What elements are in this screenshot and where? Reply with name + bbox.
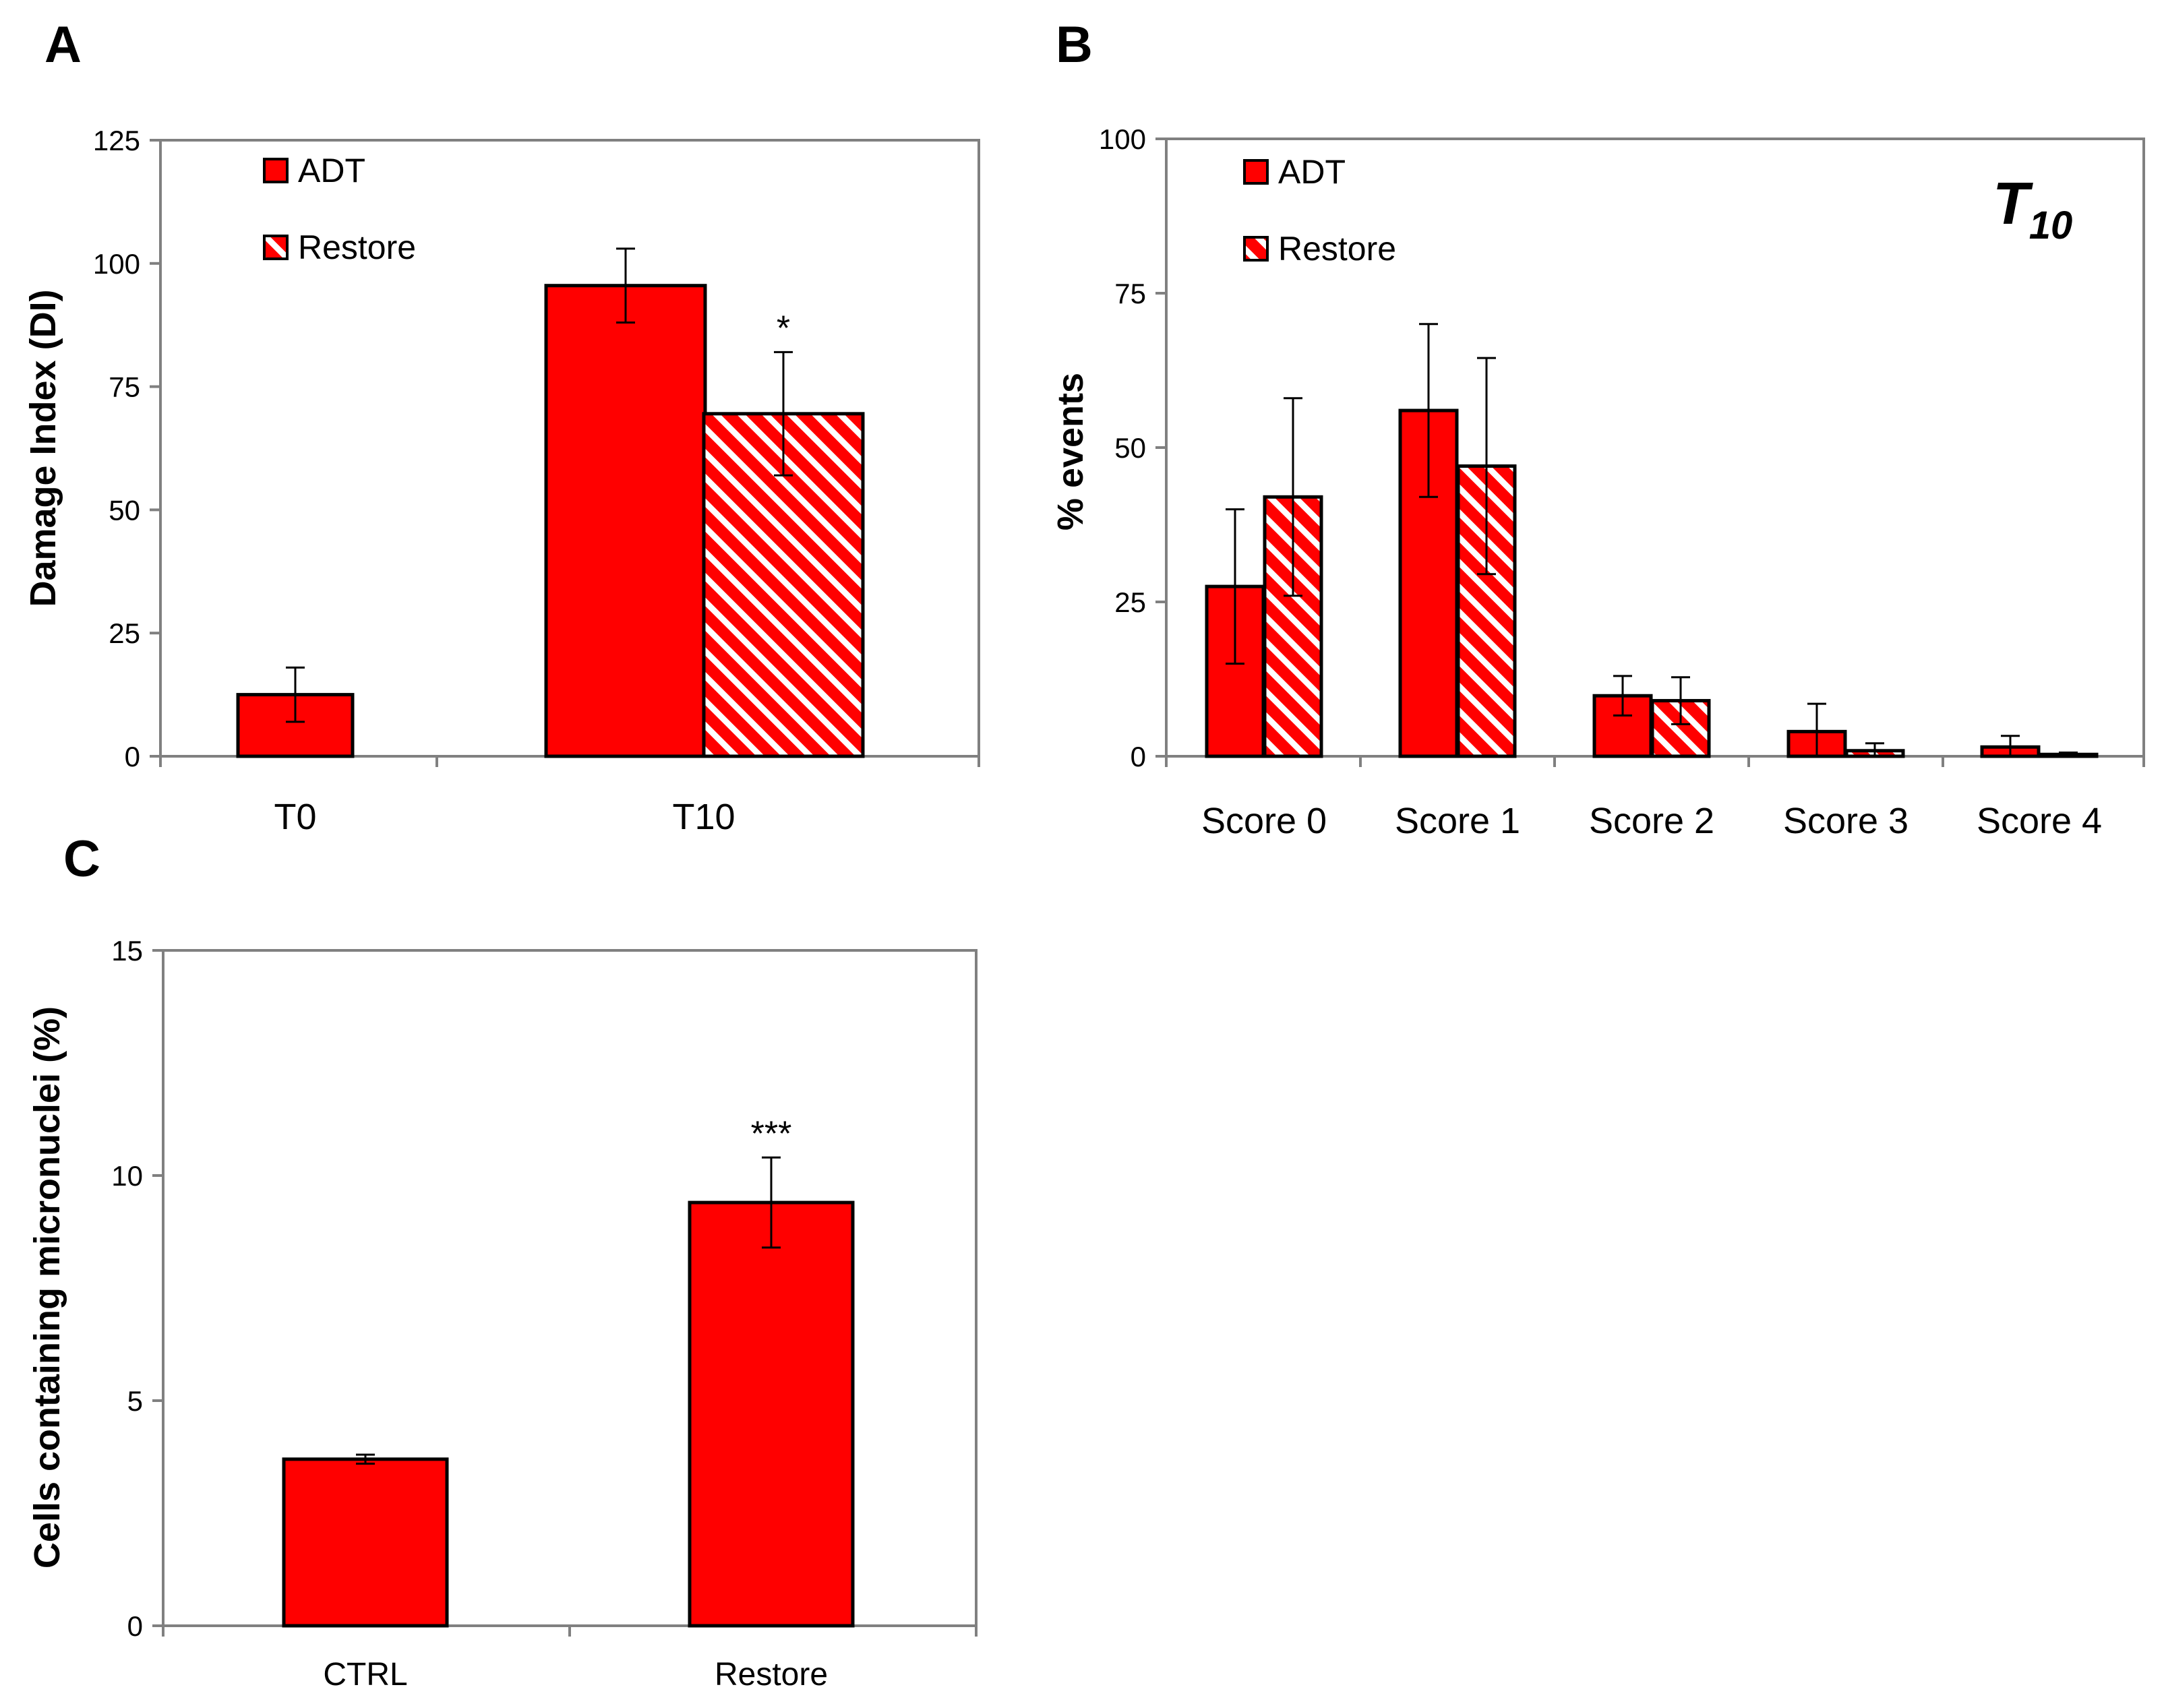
x-tick-label-c-restore: Restore (715, 1657, 828, 1692)
legend-swatch-restore-b (1243, 236, 1269, 262)
x-tick-label-b-score-0: Score 0 (1201, 801, 1327, 841)
error-bar-a-adt-t10 (616, 247, 635, 324)
x-tick-label-b-score-1: Score 1 (1395, 801, 1520, 841)
y-tick-label-a-125: 125 (93, 125, 140, 156)
y-axis-title-b: % events (1050, 373, 1091, 530)
legend-swatch-restore-a (263, 235, 289, 260)
panel-b-time-label: T10 (1993, 170, 2072, 247)
bar-a-adt-t10 (544, 284, 707, 758)
panel-b: B 0 25 50 75 100 Score 0 Score 1 Score 2 Score … (1050, 16, 2145, 841)
y-tick-label-a-25: 25 (109, 617, 140, 649)
panel-c: C 0 5 10 15 CTRL Restore Cells containing mi… (27, 830, 978, 1692)
error-bar-b-adt-score-1 (1419, 323, 1438, 498)
bar-c-cells-containing-micronuclei-ctrl (282, 1457, 449, 1628)
error-bar-c-cells-containing-micronuclei-restore (762, 1156, 781, 1249)
error-bar-b-restore-score-3 (1865, 742, 1884, 758)
y-tick-label-c-15: 15 (111, 935, 143, 967)
legend-swatch-adt-a (263, 158, 289, 183)
panel-letter-c: C (63, 830, 100, 888)
significance-marker-c-restore: *** (751, 1114, 792, 1153)
bar-b-adt-score-1 (1398, 408, 1459, 758)
legend-swatch-adt-b (1243, 159, 1269, 185)
legend-label-restore-b: Restore (1278, 230, 1396, 268)
time-label-base: T (1993, 170, 2033, 237)
y-tick-label-b-100: 100 (1099, 123, 1146, 155)
legend-label-restore-a: Restore (298, 228, 416, 266)
error-bar-b-adt-score-3 (1807, 702, 1826, 758)
y-tick-label-c-5: 5 (127, 1385, 143, 1417)
error-bar-b-restore-score-1 (1477, 357, 1496, 576)
error-bar-a-restore-t10 (774, 350, 793, 477)
panel-letter-b: B (1056, 16, 1093, 73)
legend-a: ADT Restore (263, 152, 416, 266)
error-bar-a-adt-t0 (286, 666, 305, 723)
panel-letter-a: A (44, 16, 82, 73)
error-bar-b-restore-score-2 (1671, 676, 1690, 725)
y-axis-title-a: Damage Index (DI) (23, 289, 63, 607)
legend-label-adt-a: ADT (298, 152, 365, 189)
bar-b-adt-score-0 (1205, 584, 1265, 758)
error-bar-b-adt-score-2 (1613, 675, 1632, 717)
y-tick-label-b-50: 50 (1114, 432, 1146, 464)
y-tick-label-a-0: 0 (125, 741, 140, 772)
time-label-sub: 10 (2029, 204, 2073, 247)
error-bar-c-cells-containing-micronuclei-ctrl (356, 1453, 375, 1465)
y-tick-label-c-10: 10 (111, 1160, 143, 1192)
x-tick-label-b-score-2: Score 2 (1589, 801, 1714, 841)
y-tick-label-c-0: 0 (127, 1610, 143, 1642)
legend-label-adt-b: ADT (1278, 153, 1346, 191)
error-bar-b-adt-score-0 (1226, 508, 1244, 665)
y-tick-label-a-100: 100 (93, 248, 140, 280)
error-bar-b-adt-score-4 (2001, 735, 2020, 758)
y-tick-label-a-50: 50 (109, 494, 140, 526)
bar-c-cells-containing-micronuclei-restore (688, 1200, 855, 1628)
x-tick-label-c-ctrl: CTRL (323, 1657, 407, 1692)
x-tick-label-a-t0: T0 (274, 797, 316, 837)
error-bar-b-restore-score-0 (1284, 397, 1302, 597)
error-bar-b-restore-score-4 (2059, 752, 2078, 758)
y-tick-label-b-75: 75 (1114, 278, 1146, 309)
y-axis-title-c: Cells containing micronuclei (%) (27, 1006, 67, 1568)
y-tick-label-b-25: 25 (1114, 586, 1146, 618)
legend-b: ADT Restore (1243, 153, 1396, 268)
y-tick-label-a-75: 75 (109, 371, 140, 403)
x-tick-label-b-score-3: Score 3 (1783, 801, 1908, 841)
y-tick-label-b-0: 0 (1131, 741, 1146, 772)
significance-marker-a-t10: * (777, 309, 790, 348)
x-tick-label-a-t10: T10 (672, 797, 735, 837)
x-tick-label-b-score-4: Score 4 (1977, 801, 2102, 841)
